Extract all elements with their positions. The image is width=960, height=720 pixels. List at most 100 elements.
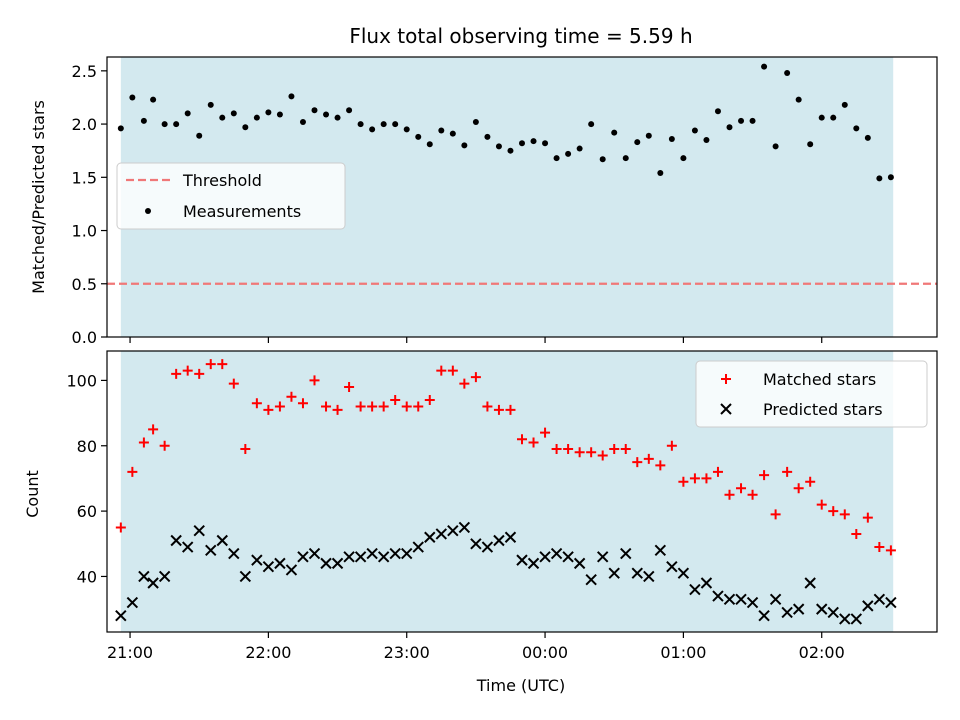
matched-star-point — [459, 378, 470, 389]
predicted-star-point — [239, 570, 252, 583]
matched-star-point — [470, 372, 481, 383]
measurement-point — [346, 107, 353, 114]
predicted-star-point — [596, 551, 609, 563]
matched-star-point — [367, 401, 378, 412]
measurement-point — [542, 140, 549, 147]
measurement-point — [380, 121, 387, 128]
measurement-point — [219, 114, 226, 121]
measurement-point — [519, 140, 525, 147]
matched-star-point — [436, 365, 447, 376]
matched-star-point — [378, 401, 389, 412]
predicted-star-point — [262, 560, 275, 573]
predicted-star-point — [850, 613, 863, 625]
predicted-star-point — [205, 544, 217, 557]
measurement-point — [323, 111, 330, 118]
matched-star-point — [759, 470, 770, 481]
predicted-star-point — [516, 554, 528, 566]
predicted-star-point — [470, 538, 482, 550]
matched-star-point — [643, 453, 654, 464]
bottom-ytick-label: 40 — [77, 567, 97, 586]
predicted-star-point — [320, 557, 332, 570]
measurement-point — [761, 63, 768, 70]
predicted-star-point — [550, 547, 563, 560]
matched-star-point — [724, 489, 735, 500]
predicted-star-point — [126, 596, 139, 609]
bottom-axes-frame — [106, 350, 938, 633]
predicted-star-point — [389, 547, 401, 560]
top-panel: 0.00.51.01.52.02.5ThresholdMeasurements … — [29, 56, 938, 347]
predicted-star-point — [746, 596, 759, 609]
measurement-point — [553, 155, 560, 162]
matched-star-point — [138, 437, 149, 448]
predicted-star-point — [585, 574, 597, 586]
matched-star-point — [747, 489, 758, 500]
predicted-star-point — [873, 593, 886, 606]
predicted-star-point — [493, 534, 505, 547]
measurement-point — [576, 145, 583, 152]
measurement-point — [645, 132, 652, 139]
matched-star-point — [540, 427, 551, 438]
top-ytick-label: 1.5 — [72, 168, 97, 187]
legend-predicted-label: Predicted stars — [763, 400, 883, 419]
measurement-point — [392, 121, 399, 128]
measurement-point — [611, 129, 618, 136]
measurement-point — [242, 124, 249, 131]
matched-star-point — [171, 368, 182, 379]
predicted-star-point — [654, 544, 667, 557]
matched-star-point — [782, 466, 793, 477]
measurement-point — [117, 125, 124, 132]
matched-star-point — [217, 359, 228, 370]
predicted-star-point — [504, 531, 517, 543]
measurement-point — [738, 117, 745, 124]
predicted-star-point — [354, 551, 367, 563]
bottom-xtick-label: 23:00 — [384, 643, 430, 662]
matched-star-point — [182, 365, 193, 376]
matched-star-point — [793, 483, 804, 494]
measurement-point — [691, 127, 698, 134]
predicted-star-point — [343, 551, 355, 563]
measurement-point — [253, 114, 260, 121]
bottom-ytick-label: 80 — [77, 437, 97, 456]
predicted-star-point — [216, 534, 228, 547]
matched-star-point — [597, 450, 608, 461]
predicted-star-point — [401, 547, 413, 560]
predicted-star-point — [308, 547, 321, 560]
top-ylabel: Matched/Predicted stars — [29, 100, 48, 294]
matched-star-point — [563, 444, 574, 455]
measurement-point — [184, 110, 191, 117]
bottom-legend: Matched stars Predicted stars — [695, 360, 928, 428]
measurement-point — [472, 118, 479, 125]
measurement-point — [749, 117, 756, 124]
measurement-point — [818, 114, 825, 121]
matched-star-point — [413, 401, 424, 412]
predicted-star-point — [435, 528, 448, 540]
predicted-star-point — [331, 557, 344, 570]
measurement-point — [311, 107, 318, 114]
measurement-point — [864, 134, 871, 141]
top-ytick-label: 0.0 — [72, 328, 97, 347]
measurement-point — [807, 141, 814, 148]
predicted-star-point — [297, 551, 309, 563]
matched-star-point — [447, 365, 458, 376]
predicted-star-point — [827, 606, 839, 619]
measurement-point — [173, 121, 180, 128]
predicted-star-point — [689, 583, 701, 596]
measurement-point — [426, 141, 433, 148]
measurement-point — [622, 155, 629, 162]
matched-star-point — [286, 391, 297, 402]
bottom-ytick-label: 100 — [66, 371, 97, 390]
matched-star-point — [816, 499, 827, 510]
matched-star-point — [344, 381, 355, 392]
matched-star-point — [274, 401, 285, 412]
measurement-point — [703, 137, 710, 144]
predicted-star-point — [193, 525, 205, 537]
measurement-point — [795, 96, 802, 103]
predicted-star-point — [804, 577, 816, 589]
bottom-xtick-label: 01:00 — [660, 643, 706, 662]
matched-star-point — [701, 473, 712, 484]
measurement-point — [876, 175, 883, 182]
predicted-star-point — [115, 609, 127, 622]
matched-star-point — [263, 404, 274, 415]
matched-star-point — [505, 404, 516, 415]
predicted-star-point — [377, 551, 390, 563]
